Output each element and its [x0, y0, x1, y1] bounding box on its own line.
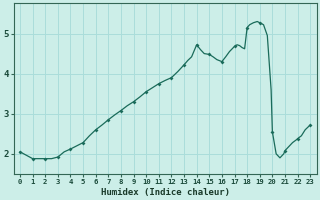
X-axis label: Humidex (Indice chaleur): Humidex (Indice chaleur) — [100, 188, 230, 197]
